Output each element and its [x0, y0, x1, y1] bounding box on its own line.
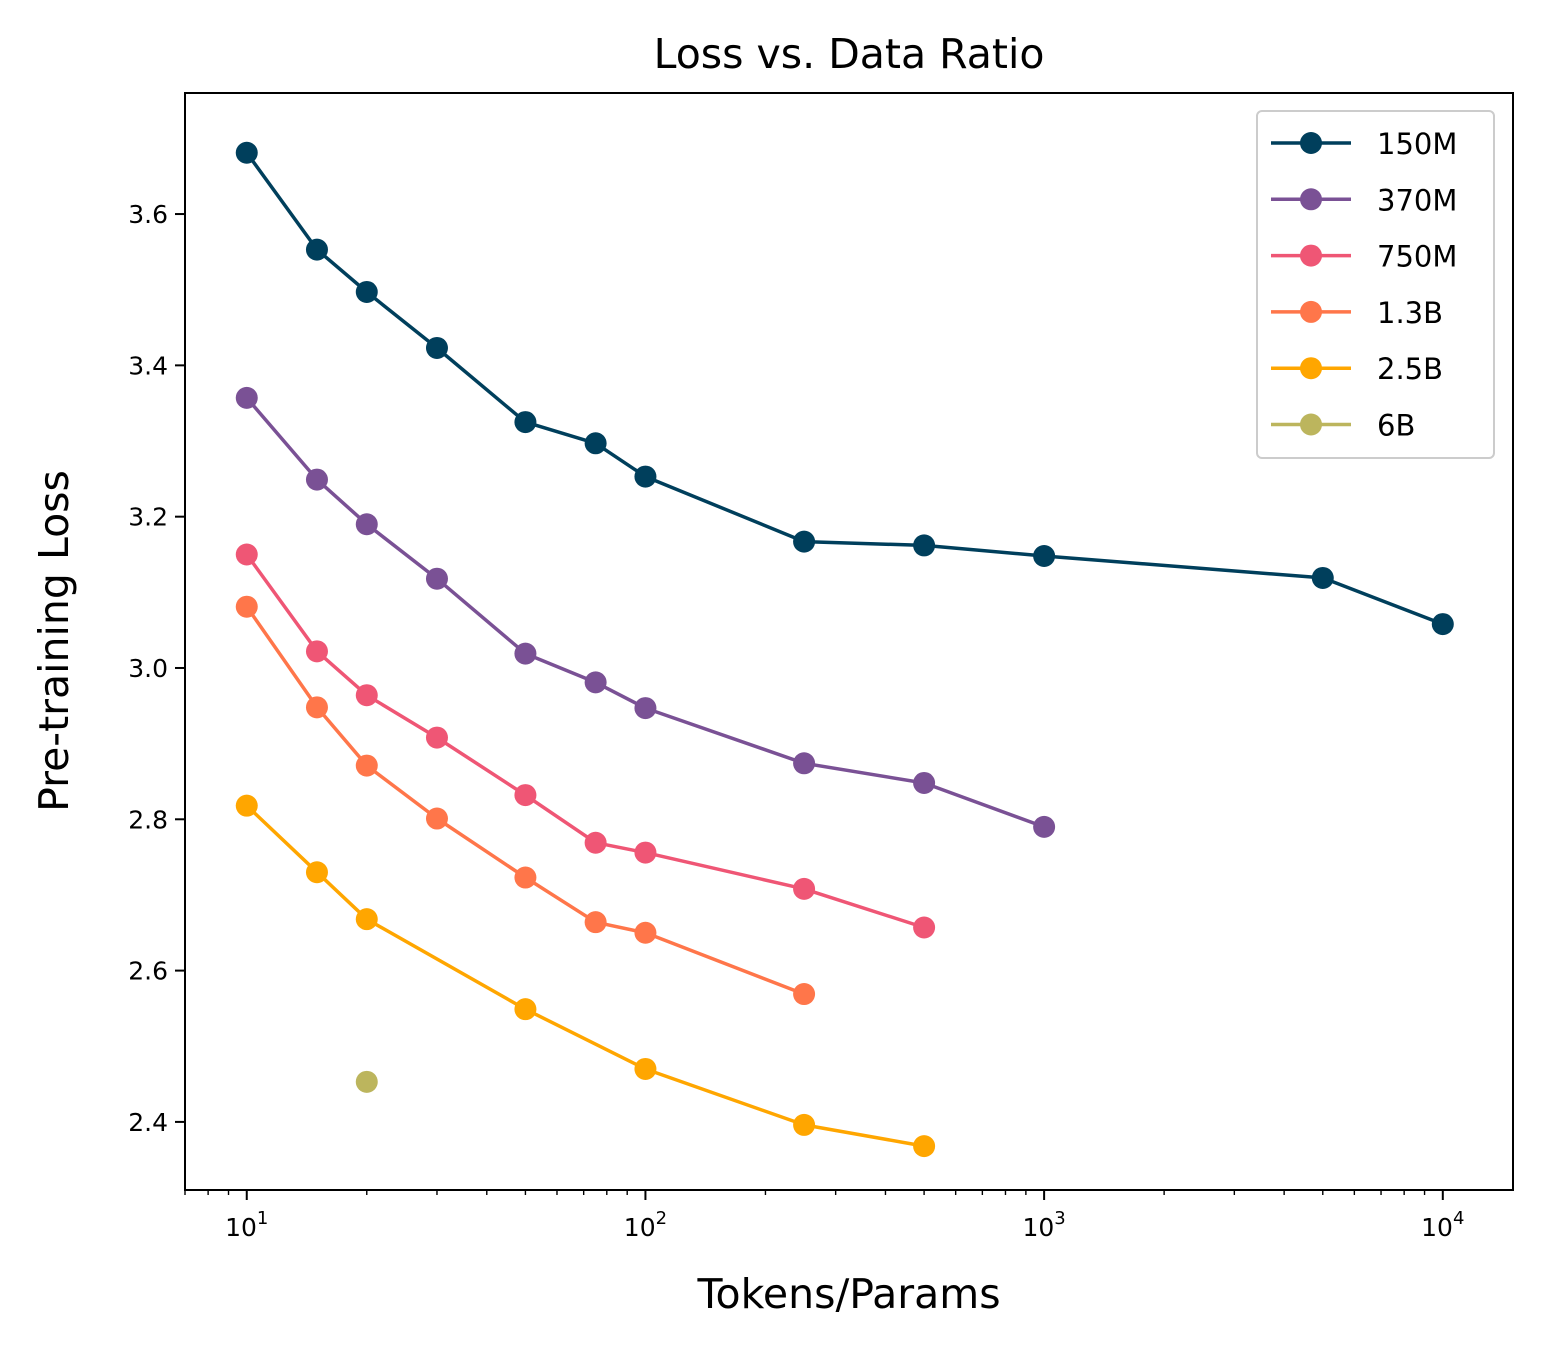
y-tick-label: 2.4 — [128, 1108, 168, 1137]
data-point-1-3b — [235, 595, 258, 618]
legend-label: 150M — [1377, 127, 1457, 161]
data-point-370m — [793, 752, 816, 775]
data-point-1-3b — [425, 807, 448, 830]
data-point-2-5b — [913, 1135, 936, 1158]
data-point-750m — [235, 543, 258, 566]
plot-frame — [184, 92, 1514, 1191]
data-point-750m — [514, 784, 537, 807]
data-point-750m — [634, 841, 657, 864]
data-point-370m — [305, 468, 328, 491]
series-line-750m — [245, 553, 925, 930]
legend-marker — [1300, 300, 1322, 323]
data-point-2-5b — [514, 998, 537, 1021]
series-1-3b — [235, 595, 816, 1006]
legend-marker — [1300, 357, 1322, 380]
series-750m — [235, 543, 936, 939]
data-point-1-3b — [793, 983, 816, 1006]
y-tick-label: 3.0 — [128, 654, 168, 683]
x-tick-label: 102 — [624, 1208, 667, 1242]
y-tick-label: 2.8 — [128, 805, 168, 834]
plot-area — [235, 141, 1454, 1158]
legend-item-1-3b: 1.3B — [1271, 296, 1443, 330]
x-axis-title: Tokens/Params — [696, 1270, 1000, 1318]
series-370m — [235, 386, 1056, 838]
y-tick-label: 3.2 — [128, 503, 168, 532]
data-point-2-5b — [235, 794, 258, 817]
legend-item-6b: 6B — [1271, 409, 1415, 443]
data-point-2-5b — [355, 908, 378, 931]
data-point-2-5b — [634, 1057, 657, 1080]
data-point-150m — [305, 238, 328, 261]
data-point-750m — [355, 684, 378, 707]
data-point-370m — [913, 771, 936, 794]
legend: 150M 370M 750M 1.3B 2.5B 6B — [1256, 110, 1495, 459]
y-axis-title: Pre-training Loss — [30, 470, 78, 812]
data-point-750m — [584, 831, 607, 854]
data-point-1-3b — [355, 754, 378, 777]
legend-label: 1.3B — [1377, 296, 1443, 330]
x-tick-label: 104 — [1421, 1208, 1464, 1242]
data-point-370m — [514, 642, 537, 665]
data-point-750m — [913, 916, 936, 939]
data-point-6b — [355, 1070, 378, 1093]
data-point-750m — [305, 640, 328, 663]
legend-item-2-5b: 2.5B — [1271, 352, 1443, 386]
legend-marker — [1300, 132, 1322, 154]
data-point-370m — [1033, 815, 1056, 838]
data-point-750m — [793, 877, 816, 900]
x-axis: 101 102 103 104 — [184, 1190, 1464, 1242]
legend-marker — [1300, 244, 1322, 267]
x-tick-label: 101 — [225, 1208, 268, 1242]
data-point-150m — [1431, 613, 1454, 636]
legend-item-150m: 150M — [1271, 127, 1457, 161]
legend-label: 370M — [1377, 183, 1457, 217]
data-point-2-5b — [793, 1113, 816, 1136]
data-point-150m — [235, 141, 258, 164]
series-line-370m — [245, 396, 1045, 829]
data-point-750m — [425, 726, 448, 749]
legend-marker — [1300, 188, 1322, 211]
legend-item-370m: 370M — [1271, 183, 1457, 217]
chart-title: Loss vs. Data Ratio — [654, 30, 1045, 78]
series-2-5b — [235, 794, 936, 1158]
y-tick-label: 3.6 — [128, 200, 168, 229]
y-tick-label: 2.6 — [128, 957, 168, 986]
legend-label: 2.5B — [1377, 352, 1443, 386]
data-point-150m — [634, 465, 657, 488]
data-point-2-5b — [305, 861, 328, 884]
series-150m — [235, 141, 1454, 636]
data-point-1-3b — [514, 866, 537, 889]
data-point-150m — [584, 432, 607, 455]
legend-box — [1256, 110, 1495, 459]
legend-marker — [1300, 413, 1322, 436]
data-point-370m — [355, 513, 378, 536]
data-point-1-3b — [305, 696, 328, 719]
data-point-370m — [425, 567, 448, 590]
data-point-150m — [1311, 566, 1334, 589]
legend-item-750m: 750M — [1271, 240, 1457, 274]
y-axis: 2.4 2.6 2.8 3.0 3.2 3.4 3.6 — [128, 200, 185, 1137]
data-point-150m — [355, 280, 378, 303]
x-tick-label: 103 — [1022, 1208, 1065, 1242]
data-point-370m — [634, 697, 657, 720]
data-point-150m — [913, 534, 936, 557]
data-point-370m — [235, 386, 258, 409]
data-point-370m — [584, 671, 607, 694]
data-point-1-3b — [634, 921, 657, 944]
data-point-150m — [425, 336, 448, 359]
data-point-1-3b — [584, 911, 607, 934]
y-tick-label: 3.4 — [128, 351, 168, 380]
series-line-2-5b — [245, 804, 925, 1148]
data-point-150m — [1033, 545, 1056, 568]
series-6b — [355, 1070, 378, 1093]
data-point-150m — [793, 530, 816, 553]
legend-label: 750M — [1377, 240, 1457, 274]
legend-label: 6B — [1377, 409, 1415, 443]
data-point-150m — [514, 411, 537, 434]
